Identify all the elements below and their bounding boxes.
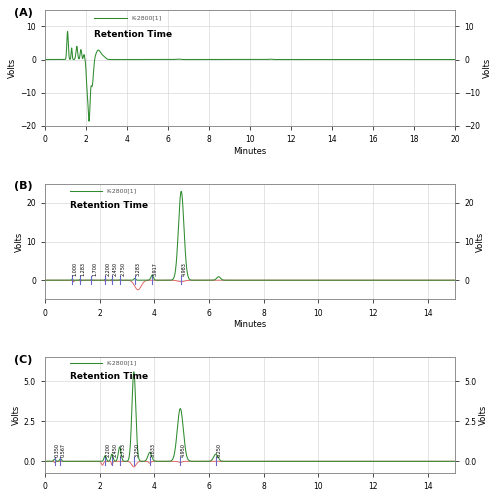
Text: Retention Time: Retention Time [70, 201, 148, 210]
Text: (B): (B) [14, 181, 33, 191]
Text: Retention Time: Retention Time [70, 373, 148, 382]
Text: 1.283: 1.283 [80, 262, 86, 276]
Text: 2.200: 2.200 [106, 443, 110, 457]
Y-axis label: Volts: Volts [14, 231, 24, 252]
Text: K-2800[1]: K-2800[1] [106, 188, 136, 193]
Text: 2.450: 2.450 [112, 262, 117, 276]
Y-axis label: Volts: Volts [8, 58, 17, 78]
X-axis label: Minutes: Minutes [234, 320, 266, 329]
Text: 1.000: 1.000 [73, 262, 78, 276]
Y-axis label: Volts: Volts [483, 58, 492, 78]
Text: 2.450: 2.450 [112, 443, 117, 457]
Text: 0.350: 0.350 [55, 443, 60, 457]
Text: 3.283: 3.283 [136, 262, 140, 276]
Text: 2.733: 2.733 [120, 443, 125, 457]
Text: 1.700: 1.700 [92, 262, 97, 276]
Y-axis label: Volts: Volts [12, 405, 21, 425]
Text: 4.983: 4.983 [182, 262, 186, 276]
X-axis label: Minutes: Minutes [234, 146, 266, 155]
Text: 4.950: 4.950 [181, 443, 186, 457]
Text: 2.750: 2.750 [120, 262, 126, 276]
Text: (A): (A) [14, 7, 33, 18]
Text: 0.567: 0.567 [61, 443, 66, 457]
Text: (C): (C) [14, 355, 32, 365]
Text: K-2800[1]: K-2800[1] [131, 15, 161, 21]
Text: K-2800[1]: K-2800[1] [106, 361, 136, 366]
Text: Retention Time: Retention Time [94, 30, 172, 38]
Text: 3.917: 3.917 [152, 262, 158, 276]
Y-axis label: Volts: Volts [476, 231, 486, 252]
Y-axis label: Volts: Volts [479, 405, 488, 425]
Text: 2.200: 2.200 [106, 262, 110, 276]
Text: 3.250: 3.250 [134, 443, 140, 457]
Text: 6.250: 6.250 [216, 443, 222, 457]
Text: 3.833: 3.833 [150, 443, 156, 457]
